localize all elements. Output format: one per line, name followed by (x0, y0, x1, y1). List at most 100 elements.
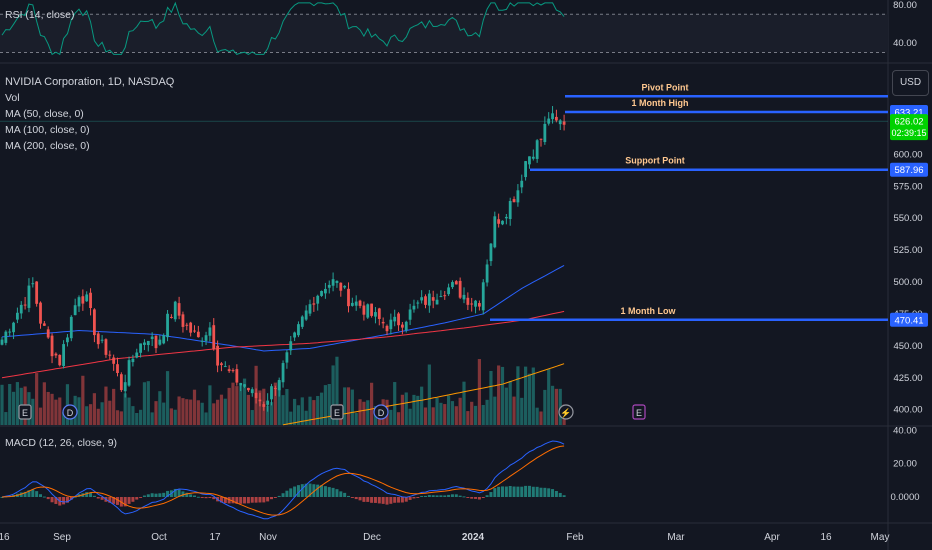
candle (250, 389, 254, 394)
event-marker[interactable]: E (632, 404, 646, 420)
macd-histogram-bar (112, 497, 116, 504)
event-marker[interactable]: D (62, 404, 78, 420)
volume-bar (293, 398, 297, 425)
candle (220, 363, 223, 366)
rsi-pane[interactable] (0, 1, 888, 56)
volume-bar (435, 397, 439, 425)
candle (462, 294, 466, 300)
last-price-box (890, 114, 928, 141)
candles[interactable] (0, 106, 566, 412)
macd-histogram-bar (142, 495, 146, 497)
macd-histogram-bar (196, 496, 200, 498)
macd-histogram-bar (258, 497, 262, 503)
volume-bar (439, 402, 443, 425)
price-axis[interactable]: 650.00600.00575.00550.00525.00500.00475.… (0, 0, 928, 503)
volume-bar (312, 400, 316, 425)
macd-histogram-bar (497, 486, 501, 497)
candle (258, 399, 262, 402)
symbol-title[interactable]: NVIDIA Corporation, 1D, NASDAQ (5, 76, 175, 88)
candle (104, 339, 108, 355)
macd-histogram-bar (531, 486, 535, 497)
candle (531, 156, 535, 159)
macd-histogram-bar (435, 495, 439, 497)
volume-bar (327, 383, 331, 425)
macd-histogram-bar (27, 490, 31, 497)
volume-bar (11, 391, 16, 425)
macd-histogram-bar (166, 490, 170, 497)
candle (227, 369, 231, 372)
volume-bar (420, 386, 424, 425)
volume-bar (58, 397, 62, 425)
candle (216, 345, 219, 366)
candle (231, 370, 235, 372)
macd-histogram-bar (501, 486, 504, 497)
level-axis-label: 633.21 (894, 107, 923, 118)
ma-line-2 (283, 363, 565, 426)
candle (562, 121, 566, 125)
event-marker[interactable]: E (18, 404, 32, 420)
macd-histogram-bar (489, 492, 493, 497)
macd-histogram-bar (562, 495, 566, 497)
candle (312, 303, 316, 305)
event-marker[interactable]: ⚡ (558, 404, 574, 420)
volume-bar (196, 400, 200, 425)
candle (16, 312, 19, 320)
volume-bar (158, 391, 162, 425)
ma200-legend[interactable]: MA (200, close, 0) (5, 140, 90, 152)
event-marker-box (18, 404, 32, 420)
candle (431, 297, 435, 301)
macd-histogram-bar (208, 497, 212, 498)
volume-bar (54, 399, 58, 425)
volume-legend[interactable]: Vol (5, 92, 20, 104)
volume-bar (96, 408, 100, 425)
macd-histogram-bar (393, 497, 397, 503)
macd-histogram-bar (485, 495, 489, 497)
candle (516, 190, 520, 203)
time-axis[interactable]: 16 Sep Oct 17 Nov Dec 2024 Feb Mar Apr 16 May (0, 532, 889, 543)
macd-histogram-bar (416, 497, 420, 498)
ma100-legend[interactable]: MA (100, close, 0) (5, 124, 90, 136)
macd-histogram-bar (558, 492, 562, 497)
volume-bar (362, 401, 366, 425)
candle (443, 295, 447, 297)
event-marker[interactable]: D (373, 404, 389, 420)
volume-bar (404, 392, 408, 425)
time-label: 16 (0, 532, 10, 543)
candle (150, 336, 154, 340)
candle (181, 314, 185, 327)
rsi-legend[interactable]: RSI (14, close) (5, 9, 75, 21)
macd-pane[interactable] (0, 440, 566, 520)
volume-bar (447, 395, 451, 425)
macd-histogram-bar (266, 497, 270, 502)
macd-histogram-bar (466, 497, 470, 498)
level-axis-label: 470.41 (894, 315, 923, 326)
volume-bar (300, 397, 304, 425)
level-lines[interactable]: Pivot Point 1 Month High Support Point 1 Mo… (490, 82, 888, 322)
macd-histogram-bar (366, 497, 370, 502)
ma50-legend[interactable]: MA (50, close, 0) (5, 108, 84, 120)
macd-histogram-bar (327, 487, 331, 497)
volume-bar (462, 381, 466, 425)
macd-legend[interactable]: MACD (12, 26, close, 9) (5, 437, 118, 449)
candle (308, 304, 312, 314)
macd-histogram-bar (551, 489, 555, 497)
volume-bar (146, 381, 150, 425)
macd-histogram-bar (246, 497, 250, 504)
macd-histogram-bar (193, 495, 196, 497)
volume-bar (370, 382, 374, 425)
event-marker[interactable]: E (330, 404, 344, 420)
macd-histogram-bar (212, 497, 216, 500)
macd-tick-label: 40.00 (893, 425, 917, 436)
macd-histogram-bar (539, 487, 543, 497)
candle (62, 344, 65, 366)
macd-histogram-bar (408, 497, 412, 500)
time-label: 17 (209, 532, 221, 543)
candle (339, 282, 343, 291)
currency-button[interactable]: USD (892, 70, 929, 96)
macd-histogram-bar (304, 483, 308, 497)
event-marker-box (330, 404, 344, 420)
candle (474, 300, 477, 307)
candle (416, 302, 420, 304)
event-markers[interactable]: E D E D ⚡ E (18, 404, 646, 420)
